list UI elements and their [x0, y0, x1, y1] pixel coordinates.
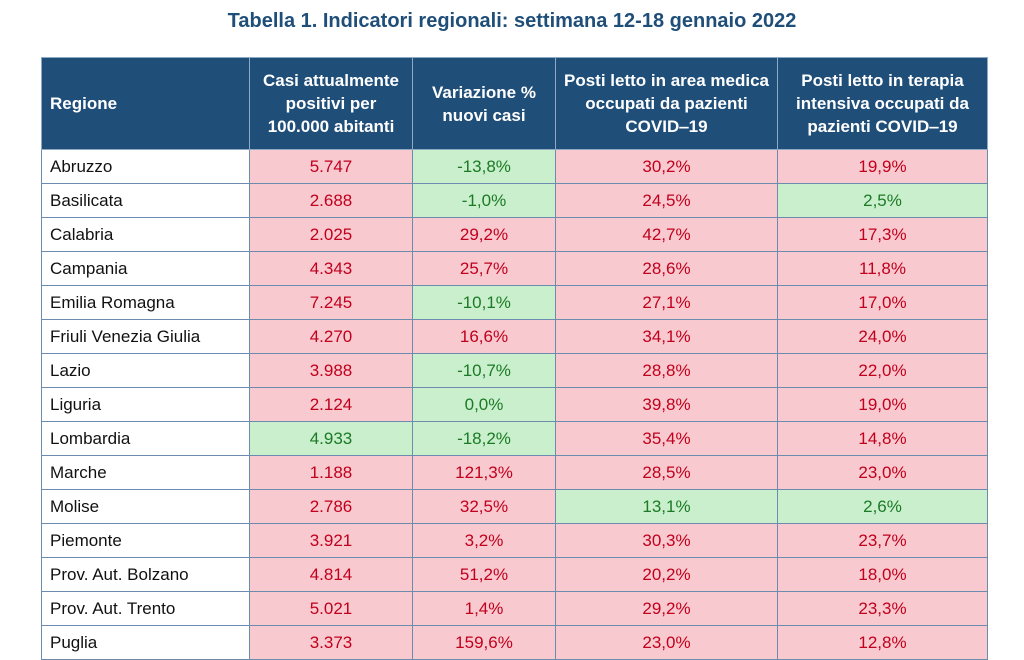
table-row: Campania 4.343 25,7% 28,6% 11,8%	[41, 251, 988, 286]
region-name-cell: Puglia	[41, 625, 250, 660]
table-row: Emilia Romagna 7.245 -10,1% 27,1% 17,0%	[41, 285, 988, 320]
terapia-intensiva-cell: 19,9%	[777, 149, 988, 184]
terapia-intensiva-cell: 24,0%	[777, 319, 988, 354]
variazione-cell: 32,5%	[412, 489, 556, 524]
region-name-cell: Prov. Aut. Bolzano	[41, 557, 250, 592]
region-name-cell: Lombardia	[41, 421, 250, 456]
column-header-casi-positivi: Casi attualmente positivi per 100.000 ab…	[249, 57, 413, 150]
casi-positivi-cell: 1.188	[249, 455, 413, 490]
region-name-cell: Molise	[41, 489, 250, 524]
column-header-area-medica: Posti letto in area medica occupati da p…	[555, 57, 778, 150]
area-medica-cell: 23,0%	[555, 625, 778, 660]
terapia-intensiva-cell: 23,7%	[777, 523, 988, 558]
region-name-cell: Lazio	[41, 353, 250, 388]
terapia-intensiva-cell: 17,0%	[777, 285, 988, 320]
region-name-cell: Liguria	[41, 387, 250, 422]
table-row: Lazio 3.988 -10,7% 28,8% 22,0%	[41, 353, 988, 388]
area-medica-cell: 42,7%	[555, 217, 778, 252]
variazione-cell: 121,3%	[412, 455, 556, 490]
terapia-intensiva-cell: 22,0%	[777, 353, 988, 388]
casi-positivi-cell: 5.021	[249, 591, 413, 626]
table-row: Prov. Aut. Trento 5.021 1,4% 29,2% 23,3%	[41, 591, 988, 626]
terapia-intensiva-cell: 19,0%	[777, 387, 988, 422]
terapia-intensiva-cell: 2,6%	[777, 489, 988, 524]
region-name-cell: Emilia Romagna	[41, 285, 250, 320]
variazione-cell: 16,6%	[412, 319, 556, 354]
table-row: Calabria 2.025 29,2% 42,7% 17,3%	[41, 217, 988, 252]
region-name-cell: Friuli Venezia Giulia	[41, 319, 250, 354]
table-row: Liguria 2.124 0,0% 39,8% 19,0%	[41, 387, 988, 422]
table-row: Prov. Aut. Bolzano 4.814 51,2% 20,2% 18,0%	[41, 557, 988, 592]
casi-positivi-cell: 4.270	[249, 319, 413, 354]
region-name-cell: Campania	[41, 251, 250, 286]
column-header-variazione: Variazione % nuovi casi	[412, 57, 556, 150]
area-medica-cell: 30,2%	[555, 149, 778, 184]
area-medica-cell: 13,1%	[555, 489, 778, 524]
area-medica-cell: 39,8%	[555, 387, 778, 422]
area-medica-cell: 30,3%	[555, 523, 778, 558]
terapia-intensiva-cell: 23,3%	[777, 591, 988, 626]
variazione-cell: 29,2%	[412, 217, 556, 252]
area-medica-cell: 29,2%	[555, 591, 778, 626]
table-row: Friuli Venezia Giulia 4.270 16,6% 34,1% 24,0…	[41, 319, 988, 354]
casi-positivi-cell: 7.245	[249, 285, 413, 320]
column-header-regione: Regione	[41, 57, 250, 150]
area-medica-cell: 28,5%	[555, 455, 778, 490]
variazione-cell: -18,2%	[412, 421, 556, 456]
terapia-intensiva-cell: 11,8%	[777, 251, 988, 286]
table-row: Piemonte 3.921 3,2% 30,3% 23,7%	[41, 523, 988, 558]
table-row: Abruzzo 5.747 -13,8% 30,2% 19,9%	[41, 149, 988, 184]
casi-positivi-cell: 4.933	[249, 421, 413, 456]
table-row: Molise 2.786 32,5% 13,1% 2,6%	[41, 489, 988, 524]
terapia-intensiva-cell: 12,8%	[777, 625, 988, 660]
table-body: Abruzzo 5.747 -13,8% 30,2% 19,9% Basilicata 2.…	[41, 149, 988, 660]
variazione-cell: -10,7%	[412, 353, 556, 388]
region-name-cell: Basilicata	[41, 183, 250, 218]
region-name-cell: Calabria	[41, 217, 250, 252]
regional-indicators-table: Regione Casi attualmente positivi per 10…	[41, 57, 988, 660]
variazione-cell: -13,8%	[412, 149, 556, 184]
area-medica-cell: 28,8%	[555, 353, 778, 388]
header-row: Regione Casi attualmente positivi per 10…	[41, 57, 988, 150]
casi-positivi-cell: 4.343	[249, 251, 413, 286]
area-medica-cell: 28,6%	[555, 251, 778, 286]
terapia-intensiva-cell: 18,0%	[777, 557, 988, 592]
variazione-cell: 1,4%	[412, 591, 556, 626]
area-medica-cell: 24,5%	[555, 183, 778, 218]
area-medica-cell: 27,1%	[555, 285, 778, 320]
casi-positivi-cell: 2.786	[249, 489, 413, 524]
variazione-cell: 25,7%	[412, 251, 556, 286]
area-medica-cell: 20,2%	[555, 557, 778, 592]
region-name-cell: Piemonte	[41, 523, 250, 558]
casi-positivi-cell: 3.921	[249, 523, 413, 558]
variazione-cell: 159,6%	[412, 625, 556, 660]
variazione-cell: 0,0%	[412, 387, 556, 422]
table-row: Marche 1.188 121,3% 28,5% 23,0%	[41, 455, 988, 490]
casi-positivi-cell: 3.373	[249, 625, 413, 660]
casi-positivi-cell: 3.988	[249, 353, 413, 388]
casi-positivi-cell: 2.124	[249, 387, 413, 422]
region-name-cell: Abruzzo	[41, 149, 250, 184]
variazione-cell: 3,2%	[412, 523, 556, 558]
area-medica-cell: 35,4%	[555, 421, 778, 456]
casi-positivi-cell: 4.814	[249, 557, 413, 592]
variazione-cell: 51,2%	[412, 557, 556, 592]
table-row: Lombardia 4.933 -18,2% 35,4% 14,8%	[41, 421, 988, 456]
casi-positivi-cell: 2.688	[249, 183, 413, 218]
casi-positivi-cell: 2.025	[249, 217, 413, 252]
variazione-cell: -10,1%	[412, 285, 556, 320]
region-name-cell: Marche	[41, 455, 250, 490]
table-row: Basilicata 2.688 -1,0% 24,5% 2,5%	[41, 183, 988, 218]
terapia-intensiva-cell: 2,5%	[777, 183, 988, 218]
region-name-cell: Prov. Aut. Trento	[41, 591, 250, 626]
column-header-terapia-intensiva: Posti letto in terapia intensiva occupat…	[777, 57, 988, 150]
terapia-intensiva-cell: 23,0%	[777, 455, 988, 490]
table-title: Tabella 1. Indicatori regionali: settima…	[227, 10, 797, 32]
terapia-intensiva-cell: 17,3%	[777, 217, 988, 252]
area-medica-cell: 34,1%	[555, 319, 778, 354]
variazione-cell: -1,0%	[412, 183, 556, 218]
table-row: Puglia 3.373 159,6% 23,0% 12,8%	[41, 625, 988, 660]
terapia-intensiva-cell: 14,8%	[777, 421, 988, 456]
casi-positivi-cell: 5.747	[249, 149, 413, 184]
